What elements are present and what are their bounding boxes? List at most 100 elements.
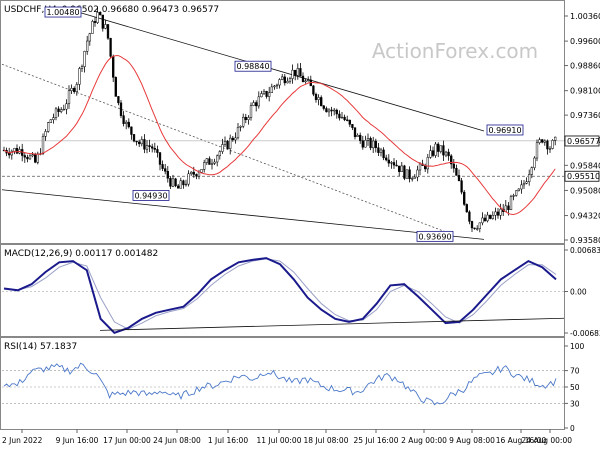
candle-body — [182, 180, 185, 186]
candle-body — [296, 68, 299, 76]
candle-body — [473, 227, 476, 230]
candle-body — [541, 139, 544, 143]
rsi-line — [3, 362, 557, 406]
candle-body — [135, 140, 138, 143]
candle-body — [67, 90, 71, 105]
candle-body — [320, 97, 323, 107]
candle-body — [109, 37, 112, 57]
rsi-tick-label: 30 — [570, 399, 580, 408]
macd-axis: 0.006832 0.00 -0.00683 — [564, 246, 600, 338]
candle-body — [31, 154, 34, 157]
candle-body — [28, 155, 32, 160]
time-axis: 2 Jun 2022 9 Jun 16:00 17 Jun 00:00 24 Jun … — [2, 429, 572, 445]
time-tick-label: 16 Aug 16:00 — [496, 436, 547, 445]
rsi-axis: 100 70 50 30 0 — [564, 342, 585, 433]
price-tick-label: 0.94320 — [570, 212, 600, 221]
candle-body — [405, 169, 409, 179]
candle-body — [148, 145, 151, 147]
candle-body — [447, 151, 450, 157]
candle-body — [522, 183, 526, 186]
candle-body — [509, 196, 513, 210]
candle-body — [119, 102, 123, 116]
candle-body — [317, 97, 320, 100]
candle-body — [416, 169, 419, 178]
candle-body — [468, 211, 471, 222]
candle-body — [93, 21, 97, 23]
price-tick-label: 0.93580 — [570, 236, 600, 245]
candle-body — [403, 165, 406, 179]
candle-body — [239, 125, 242, 128]
candle-body — [114, 77, 117, 97]
candle-body — [26, 156, 29, 160]
candle-body — [86, 40, 89, 52]
candle-body — [130, 126, 133, 135]
candle-body — [138, 141, 141, 145]
candle-body — [434, 143, 437, 156]
moving-average — [3, 55, 556, 216]
candle-body — [125, 121, 128, 124]
candle-body — [153, 147, 156, 150]
macd-series — [2, 257, 565, 334]
candle-body — [275, 84, 279, 87]
candle-body — [465, 204, 468, 213]
candle-body — [457, 175, 461, 181]
candle-body — [205, 158, 208, 163]
candle-body — [260, 93, 263, 98]
candle-body — [281, 76, 284, 80]
candle-body — [353, 127, 357, 137]
rsi-tick-label: 100 — [570, 342, 585, 351]
candle-body — [268, 92, 271, 97]
candle-body — [343, 116, 346, 121]
candle-body — [197, 172, 201, 177]
candle-body — [221, 144, 224, 152]
candle-body — [470, 221, 474, 229]
candle-body — [80, 66, 84, 69]
candle-body — [195, 174, 198, 177]
candle-body — [36, 153, 39, 163]
candle-body — [494, 211, 497, 216]
time-tick-label: 17 Jun 00:00 — [103, 436, 151, 445]
candle-body — [101, 14, 104, 29]
candle-body — [286, 80, 289, 84]
price-tick-label: 0.95840 — [570, 161, 600, 170]
candle-body — [52, 117, 55, 120]
time-tick-label: 2 Aug 00:00 — [401, 436, 447, 445]
candle-body — [161, 164, 164, 169]
candle-body — [346, 119, 349, 121]
candle-body — [10, 150, 13, 156]
candle-body — [151, 146, 154, 149]
candle-body — [62, 108, 65, 111]
swing-label-box — [234, 60, 272, 72]
candle-body — [520, 184, 523, 190]
candle-body — [330, 109, 333, 112]
candle-body — [49, 119, 52, 123]
upper-channel-line — [77, 11, 485, 132]
price-tick-label: 0.98860 — [570, 62, 600, 71]
candle-body — [234, 137, 237, 141]
candle-body — [444, 151, 448, 156]
time-tick-label: 24 Jun 08:00 — [153, 436, 201, 445]
time-tick-label: 9 Aug 08:00 — [449, 436, 495, 445]
swing-label-box — [44, 6, 82, 18]
candle-body — [166, 171, 169, 179]
time-tick-label: 11 Jul 00:00 — [257, 436, 302, 445]
time-tick-label: 2 Jun 2022 — [2, 436, 43, 445]
macd-main-line — [3, 257, 557, 334]
candle-body — [364, 140, 367, 148]
candle-body — [156, 149, 159, 153]
candle-body — [127, 121, 130, 128]
candle-body — [78, 68, 81, 85]
candle-body — [507, 205, 510, 210]
candle-body — [200, 169, 203, 173]
candle-body — [244, 116, 247, 120]
price-tick-label: 0.95080 — [570, 186, 600, 195]
swing-label-text: 0.96910 — [488, 126, 521, 135]
candle-body — [270, 86, 273, 93]
candle-body — [351, 124, 354, 128]
candle-body — [442, 145, 445, 156]
candle-body — [379, 149, 383, 153]
candle-body — [65, 103, 68, 110]
candle-body — [455, 167, 458, 176]
candle-body — [426, 157, 429, 170]
candle-body — [15, 148, 19, 154]
